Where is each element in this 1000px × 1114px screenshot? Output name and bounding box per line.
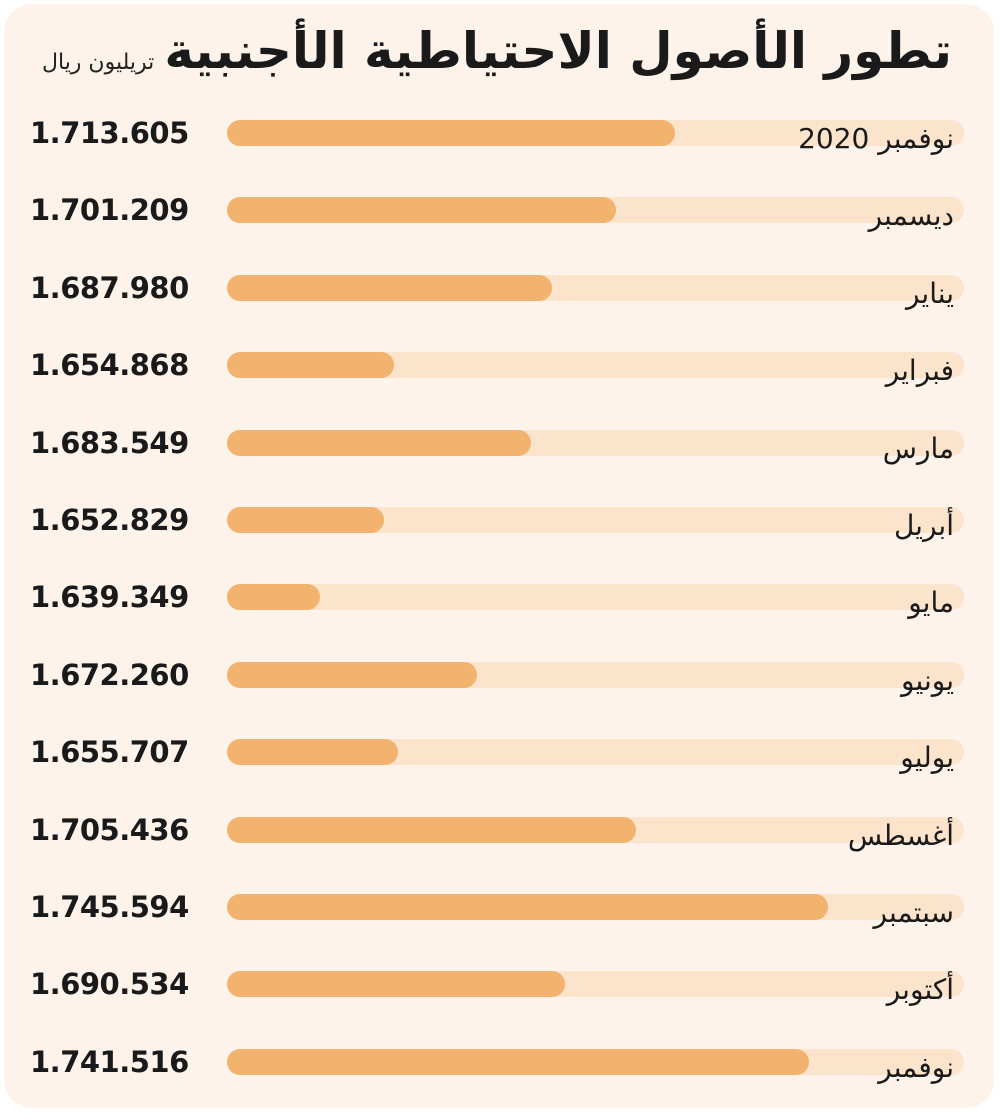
- category-label: نوفمبر: [878, 1050, 954, 1084]
- bar: [227, 971, 565, 998]
- bar-track: [227, 739, 964, 766]
- bar-row: 1.705.436 أغسطس: [0, 810, 1000, 852]
- unit-label: تريليون ريال: [42, 50, 155, 75]
- value-label: 1.672.260: [30, 657, 189, 692]
- bar-row: 1.687.980 يناير: [0, 268, 1000, 310]
- category-label: يوليو: [900, 741, 954, 775]
- chart-title: تطور الأصول الاحتياطية الأجنبية: [164, 22, 953, 80]
- bar-row: 1.655.707 يوليو: [0, 732, 1000, 774]
- bar-track: [227, 120, 964, 146]
- bar: [227, 894, 829, 920]
- bar-track: [227, 197, 964, 224]
- bar: [227, 429, 532, 456]
- bar: [227, 1048, 809, 1075]
- value-label: 1.655.707: [30, 735, 189, 770]
- category-label: أبريل: [893, 509, 954, 542]
- bar: [227, 120, 675, 146]
- bar-row: 1.745.594 سبتمبر: [0, 887, 1000, 929]
- bar-row: 1.654.868 فبراير: [0, 345, 1000, 387]
- value-label: 1.713.605: [30, 116, 189, 150]
- category-label: مارس: [882, 431, 954, 465]
- chart-card: تطور الأصول الاحتياطية الأجنبية تريليون …: [4, 4, 994, 1108]
- category-label: نوفمبر 2020: [798, 122, 954, 155]
- bar: [227, 739, 398, 766]
- bar-track: [227, 1048, 964, 1075]
- category-label: فبراير: [885, 354, 954, 388]
- value-label: 1.654.868: [30, 348, 189, 383]
- bar-track: [227, 971, 964, 998]
- bar: [227, 507, 385, 533]
- category-label: يناير: [905, 276, 954, 310]
- category-label: يونيو: [901, 663, 954, 697]
- category-label: أغسطس: [847, 818, 954, 852]
- value-label: 1.687.980: [30, 270, 189, 305]
- bar-track: [227, 894, 964, 920]
- bar-row: 1.683.549 مارس: [0, 423, 1000, 465]
- value-label: 1.705.436: [30, 812, 189, 847]
- bar-row: 1.741.516 نوفمبر: [0, 1042, 1000, 1084]
- value-label: 1.690.534: [30, 967, 189, 1002]
- category-label: مايو: [908, 586, 954, 620]
- bar-track: [227, 661, 964, 688]
- value-label: 1.701.209: [30, 193, 189, 228]
- bar-row: 1.652.829 أبريل: [0, 500, 1000, 542]
- bar-track: [227, 352, 964, 379]
- bar-track: [227, 816, 964, 843]
- bar-row: 1.713.605 نوفمبر 2020: [0, 113, 1000, 155]
- category-label: أكتوبر: [886, 973, 954, 1007]
- bar: [227, 352, 394, 379]
- bar: [227, 197, 616, 224]
- bar-track: [227, 429, 964, 456]
- bar: [227, 274, 553, 301]
- bar-row: 1.672.260 يونيو: [0, 655, 1000, 697]
- bar-track: [227, 507, 964, 533]
- value-label: 1.683.549: [30, 425, 189, 460]
- bar: [227, 584, 320, 611]
- value-label: 1.741.516: [30, 1044, 189, 1079]
- bar-row: 1.639.349 مايو: [0, 577, 1000, 619]
- category-label: سبتمبر: [873, 896, 954, 929]
- value-label: 1.745.594: [30, 890, 189, 924]
- bar: [227, 661, 478, 688]
- value-label: 1.639.349: [30, 580, 189, 615]
- value-label: 1.652.829: [30, 503, 189, 537]
- category-label: ديسمبر: [868, 199, 954, 233]
- bar-track: [227, 584, 964, 611]
- bar-row: 1.690.534 أكتوبر: [0, 964, 1000, 1006]
- bar-row: 1.701.209 ديسمبر: [0, 190, 1000, 232]
- bar: [227, 816, 636, 843]
- bar-track: [227, 274, 964, 301]
